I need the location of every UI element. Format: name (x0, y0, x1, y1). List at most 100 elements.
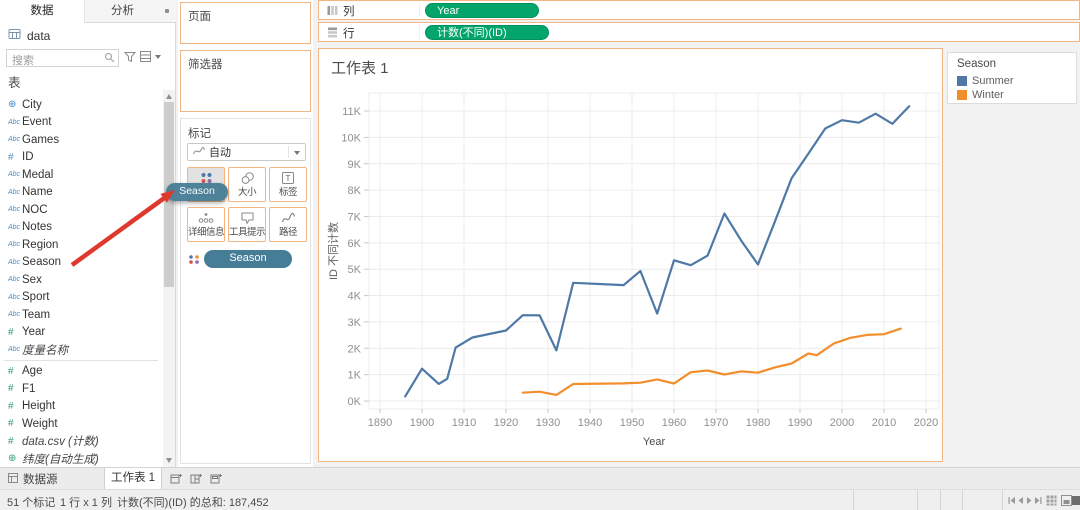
field-item-sport[interactable]: Abc Sport (0, 289, 162, 306)
dragged-pill-season[interactable]: Season (166, 183, 228, 201)
filters-shelf[interactable]: 筛选器 (180, 50, 311, 112)
abc-icon: Abc (8, 118, 21, 126)
color-shelf-pill-season[interactable]: Season (204, 250, 292, 268)
rows-shelf-label: 行 (343, 28, 355, 40)
field-item-data-csv-[interactable]: # data.csv (计数) (0, 433, 162, 450)
view-options-caret-icon[interactable] (155, 55, 161, 59)
marks-button-tooltip[interactable]: 工具提示 (228, 207, 266, 242)
abc-icon: Abc (8, 136, 21, 143)
series-line-summer[interactable] (404, 105, 911, 398)
color-assignment-icon (188, 254, 200, 268)
abc-icon: Abc (8, 206, 21, 213)
columns-shelf[interactable]: 列 Year (318, 0, 1080, 20)
field-item--[interactable]: Abc 度量名称 (0, 341, 162, 358)
field-label: Name (22, 186, 53, 198)
field-item--[interactable]: ⊕ 纬度(自动生成) (0, 450, 162, 467)
field-item-noc[interactable]: Abc NOC (0, 201, 162, 218)
color-legend[interactable]: Season Summer Winter (947, 52, 1077, 104)
worksheet-card: 工作表 1 1890 1900 1910 1920 1930 1940 1950 1960 19… (318, 48, 943, 462)
data-pane: 数据 分析 data 搜索 表 ⊕ City Abc Event Abc Games # ID… (0, 0, 176, 467)
x-tick-label: 1900 (410, 417, 434, 429)
y-tick-label: 7K (348, 211, 362, 223)
marks-button-label[interactable]: T 标签 (269, 167, 307, 202)
field-item-medal[interactable]: Abc Medal (0, 166, 162, 183)
detail-icon (188, 208, 224, 224)
field-label: Sex (22, 273, 42, 286)
field-item-height[interactable]: # Height (0, 398, 162, 415)
line-chart[interactable]: 1890 1900 1910 1920 1930 1940 1950 1960 1970 1980… (319, 49, 941, 460)
field-item-f1[interactable]: # F1 (0, 380, 162, 397)
datasource-row[interactable]: data (8, 28, 50, 43)
x-tick-label: 2010 (872, 417, 896, 429)
field-item-event[interactable]: Abc Event (0, 114, 162, 131)
scroll-up-icon[interactable] (166, 94, 172, 99)
x-tick-label: 1950 (620, 417, 644, 429)
columns-pill-year[interactable]: Year (425, 2, 539, 18)
y-tick-label: 8K (348, 185, 362, 197)
field-item-id[interactable]: # ID (0, 149, 162, 166)
field-item-region[interactable]: Abc Region (0, 236, 162, 253)
legend-swatch (957, 90, 967, 100)
sheet-tab-active[interactable]: 工作表 1 (104, 468, 162, 490)
legend-item-summer[interactable]: Summer (957, 75, 1014, 87)
scroll-down-icon[interactable] (166, 458, 172, 463)
field-label: F1 (22, 382, 36, 395)
field-list-scrollbar[interactable] (163, 90, 175, 467)
search-input[interactable]: 搜索 (6, 49, 119, 67)
marks-button-detail[interactable]: 详细信息 (187, 207, 225, 242)
field-item-season[interactable]: Abc Season (0, 254, 162, 271)
field-item-weight[interactable]: # Weight (0, 415, 162, 432)
y-axis-title: ID 不同计数 (327, 222, 340, 280)
rows-shelf[interactable]: 行 计数(不同)(ID) (318, 22, 1080, 42)
field-label: Age (22, 365, 43, 377)
field-item-sex[interactable]: Abc Sex (0, 271, 162, 288)
legend-item-winter[interactable]: Winter (957, 89, 1004, 101)
x-tick-label: 1910 (452, 417, 476, 429)
hash-icon: # (8, 383, 14, 394)
field-item-age[interactable]: # Age (0, 363, 162, 380)
hash-icon: # (8, 326, 14, 338)
field-item-notes[interactable]: Abc Notes (0, 219, 162, 236)
abc-icon: Abc (8, 171, 21, 178)
mark-type-dropdown[interactable]: 自动 (187, 143, 306, 161)
show-filmstrip-icon[interactable] (1061, 495, 1072, 509)
field-item-city[interactable]: ⊕ City (0, 96, 162, 113)
mark-type-value: 自动 (209, 147, 231, 159)
abc-icon: Abc (8, 258, 21, 266)
field-label: Height (22, 400, 56, 412)
field-item-year[interactable]: # Year (0, 324, 162, 341)
globe-icon: ⊕ (8, 453, 17, 464)
new-worksheet-icon[interactable] (170, 472, 183, 488)
field-label: Year (22, 326, 46, 338)
marks-button-label: 详细信息 (188, 227, 225, 238)
hash-icon: # (8, 151, 14, 163)
series-line-winter[interactable] (521, 327, 902, 396)
datasource-tab-label: 数据源 (23, 474, 58, 486)
marks-button-size[interactable]: 大小 (228, 167, 266, 202)
marks-button-path[interactable]: 路径 (269, 207, 307, 242)
x-tick-label: 2000 (830, 417, 854, 429)
pane-options-icon (165, 9, 169, 13)
shelf-panel: 页面 筛选器 标记 自动 颜色大小T标签详细信息工具提示路径 Season (178, 0, 313, 467)
sheet-navigation-icons[interactable] (1008, 496, 1042, 508)
marks-count: 51 个标记 (7, 497, 56, 509)
pages-shelf[interactable]: 页面 (180, 2, 311, 44)
pane-options[interactable] (160, 0, 176, 23)
field-label: City (22, 98, 42, 111)
tab-analytics[interactable]: 分析 (84, 0, 160, 23)
field-item-games[interactable]: Abc Games (0, 131, 162, 148)
view-options-icon[interactable] (140, 51, 151, 65)
presentation-mode-icon[interactable] (1072, 495, 1080, 509)
field-label: Region (22, 238, 59, 251)
field-item-team[interactable]: Abc Team (0, 306, 162, 323)
rows-pill-countd-id[interactable]: 计数(不同)(ID) (425, 24, 549, 40)
mark-type-caret-icon (294, 151, 300, 155)
tab-data[interactable]: 数据 (0, 0, 84, 23)
y-tick-label: 1K (348, 370, 362, 382)
field-item-name[interactable]: Abc Name (0, 184, 162, 201)
show-sheet-sorter-icon[interactable] (1046, 495, 1057, 509)
filter-icon[interactable] (123, 51, 137, 66)
datasource-tab[interactable]: 数据源 (0, 468, 100, 490)
new-dashboard-icon[interactable] (190, 472, 203, 488)
new-story-icon[interactable] (210, 472, 223, 488)
